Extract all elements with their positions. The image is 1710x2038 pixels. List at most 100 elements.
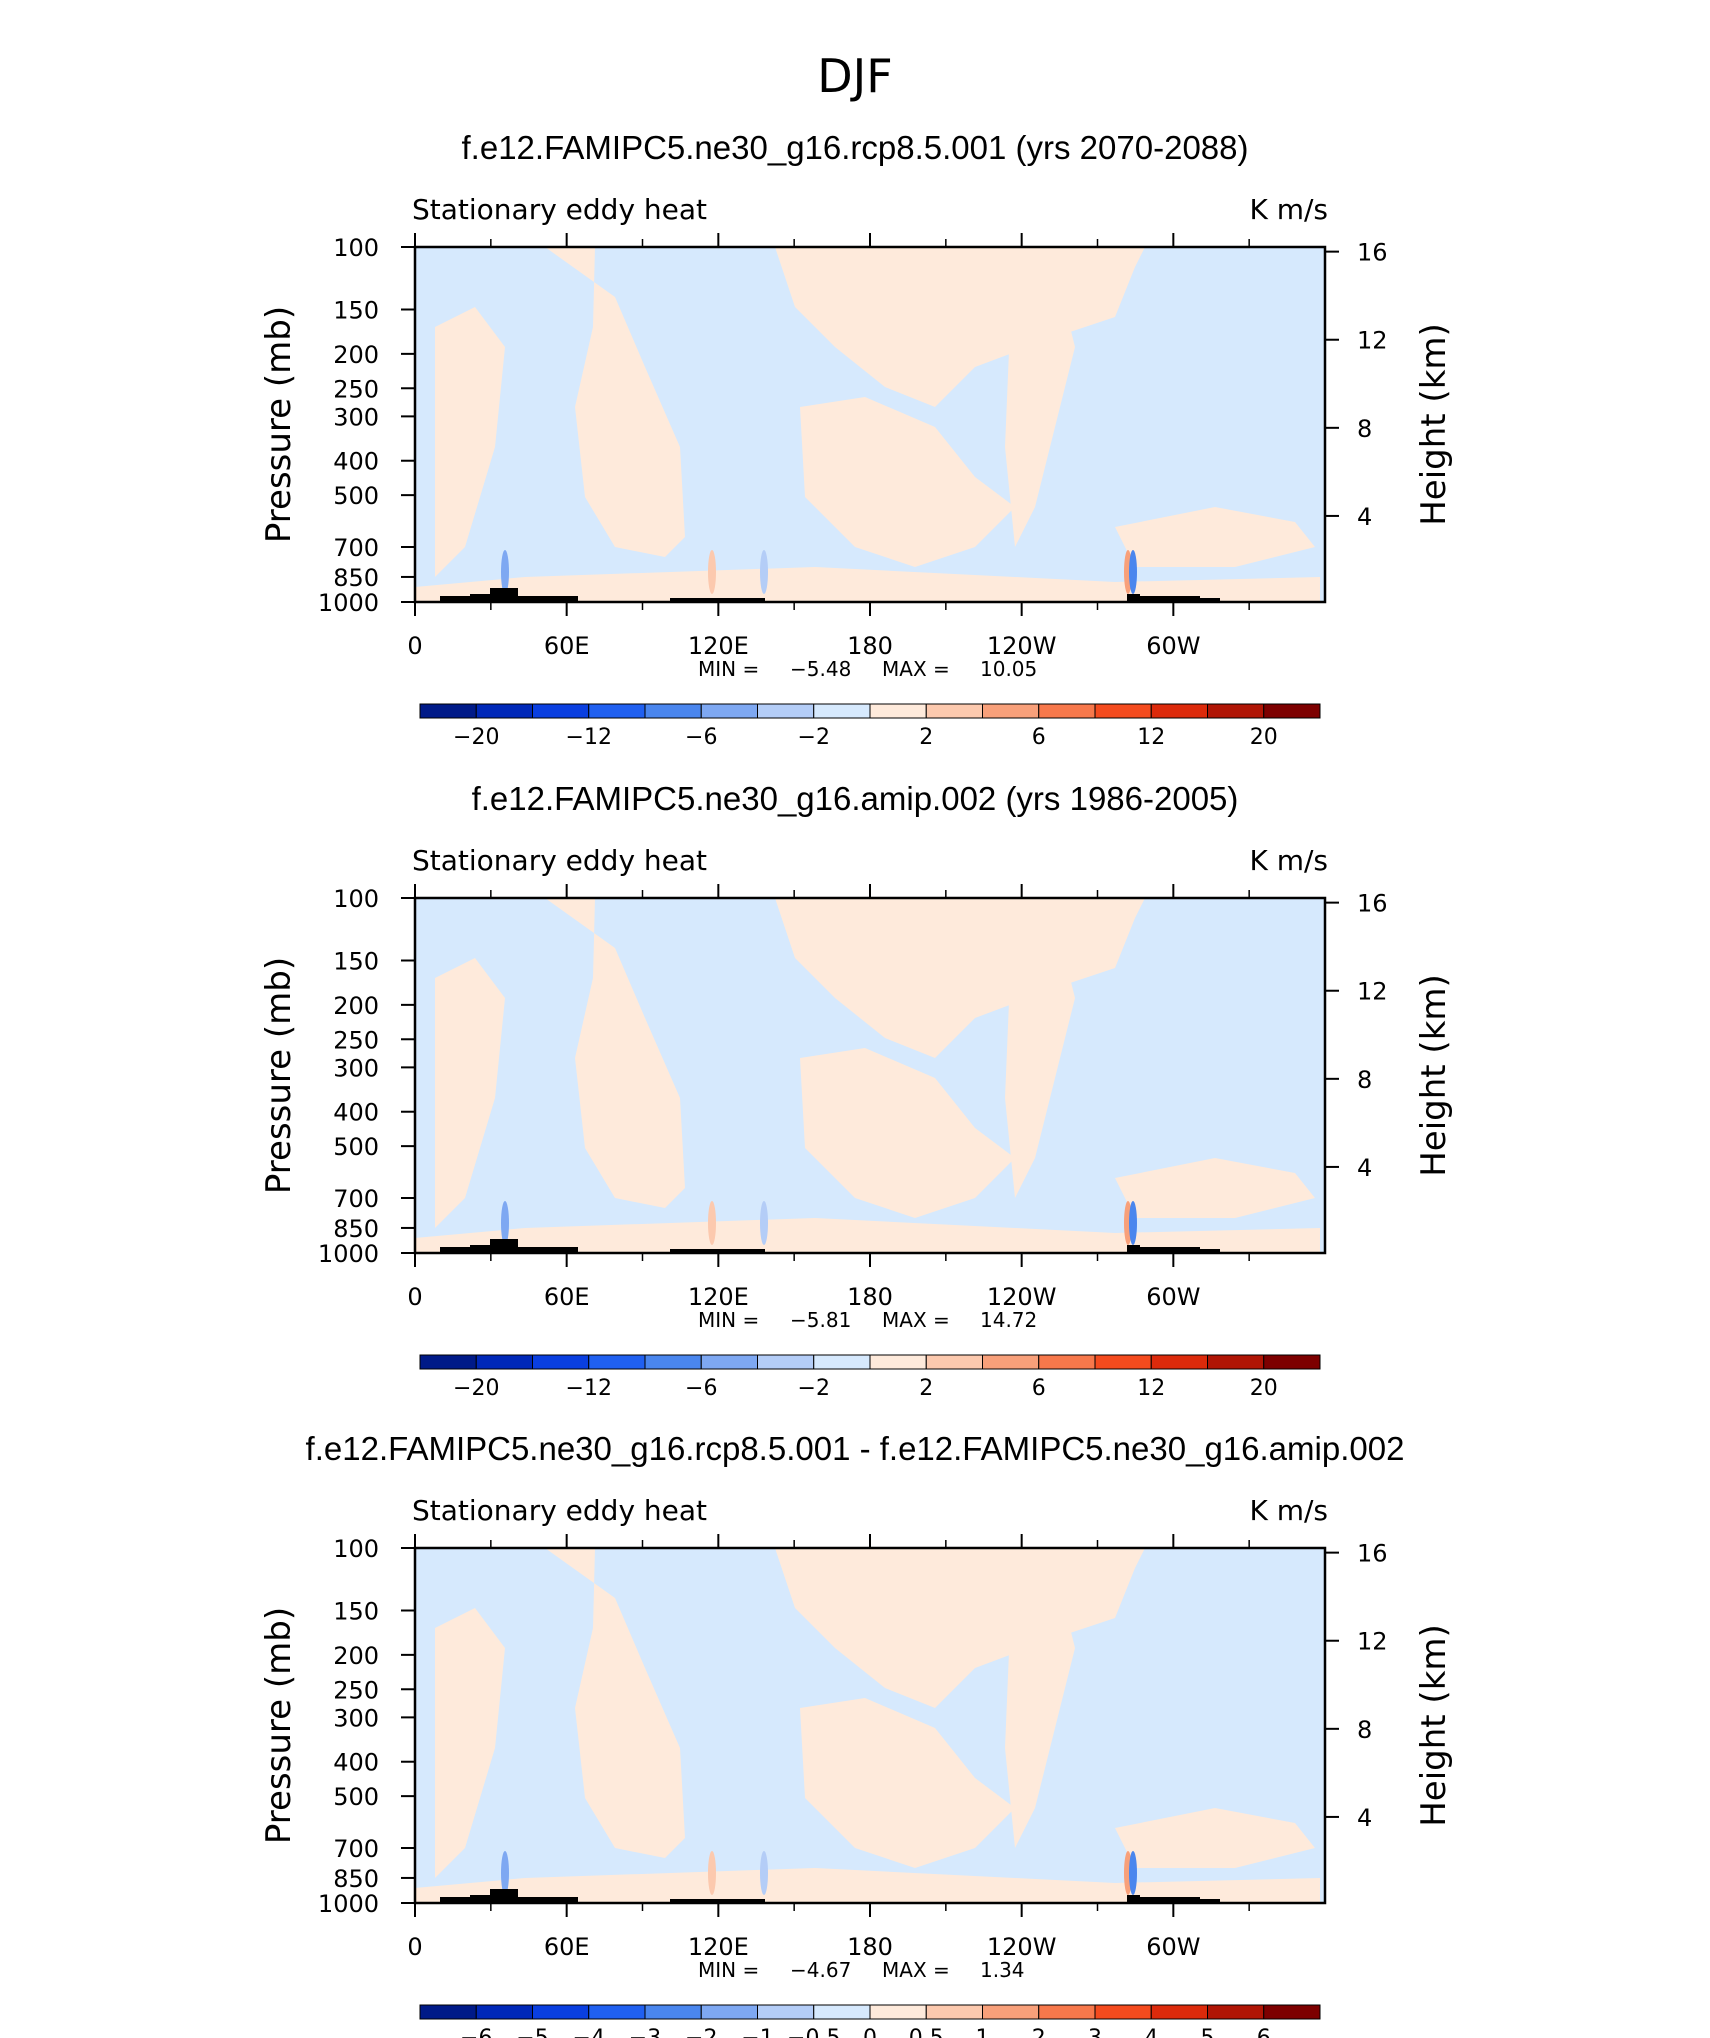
y-tick-label-left: 850 (333, 1215, 379, 1243)
y-tick-label-left: 250 (333, 1026, 379, 1054)
panel-units-label: K m/s (1249, 844, 1328, 877)
colorbar-swatch (644, 703, 702, 719)
contour-feature (708, 550, 716, 594)
y-tick-label-left: 100 (333, 234, 379, 262)
stat-min-value: −4.67 (790, 1958, 851, 1982)
colorbar-label: 12 (1137, 1376, 1165, 1401)
x-tick-label: 0 (407, 1283, 422, 1311)
contour-region-positive (415, 1218, 1320, 1253)
colorbar-swatch (532, 703, 590, 719)
panel-left-label: Stationary eddy heat (412, 1494, 707, 1527)
y-tick-label-left: 400 (333, 448, 379, 476)
colorbar-label: 6 (1032, 1376, 1046, 1401)
colorbar-swatch (1150, 2004, 1208, 2020)
y-tick-label-left: 150 (333, 948, 379, 976)
colorbar-swatch (757, 1354, 815, 1370)
y-tick-label-left: 400 (333, 1099, 379, 1127)
colorbar-swatch (813, 1354, 871, 1370)
x-tick-label: 0 (407, 1933, 422, 1961)
colorbar-swatch (700, 1354, 758, 1370)
colorbar-swatch (982, 703, 1040, 719)
contour-region-positive (415, 567, 1320, 602)
x-tick-label: 60W (1146, 1933, 1200, 1961)
x-tick-label: 60W (1146, 632, 1200, 660)
y-tick-label-left: 100 (333, 1535, 379, 1563)
topography (670, 1249, 705, 1253)
x-tick-label: 180 (847, 1283, 893, 1311)
topography (510, 1889, 518, 1903)
chart-panel-2: f.e12.FAMIPC5.ne30_g16.amip.002 (yrs 198… (259, 780, 1454, 1401)
topography (1140, 1897, 1200, 1903)
contour-feature (708, 1851, 716, 1895)
colorbar-swatch (419, 2004, 477, 2020)
topography (518, 596, 578, 602)
contour-region-positive (1005, 898, 1075, 1198)
colorbar-swatch (1263, 703, 1321, 719)
colorbar-swatch (475, 2004, 533, 2020)
x-tick-label: 180 (847, 1933, 893, 1961)
x-tick-label: 0 (407, 632, 422, 660)
colorbar-swatch (757, 2004, 815, 2020)
colorbar-swatch (1150, 1354, 1208, 1370)
stat-max-label: MAX = (882, 1308, 950, 1332)
colorbar-swatch (1263, 2004, 1321, 2020)
topography (470, 594, 490, 602)
colorbar-swatch (869, 703, 927, 719)
contour-feature (501, 1851, 509, 1895)
colorbar-label: −6 (460, 2026, 492, 2038)
y-tick-label-left: 200 (333, 341, 379, 369)
topography (1127, 594, 1140, 602)
colorbar-label: −2 (685, 2026, 717, 2038)
colorbar-swatch (475, 1354, 533, 1370)
y-tick-label-left: 200 (333, 992, 379, 1020)
contour-region-positive (545, 898, 685, 1208)
colorbar-swatch (869, 1354, 927, 1370)
colorbar-swatch (1038, 2004, 1096, 2020)
colorbar-label: 3 (1088, 2026, 1102, 2038)
stat-min-label: MIN = (698, 1958, 759, 1982)
y-tick-label-right: 12 (1357, 1628, 1388, 1656)
y-tick-label-left: 300 (333, 1704, 379, 1732)
stat-max-label: MAX = (882, 1958, 950, 1982)
topography (670, 598, 705, 602)
colorbar-label: 6 (1032, 725, 1046, 750)
stat-min-label: MIN = (698, 1308, 759, 1332)
y-axis-label-left: Pressure (mb) (259, 1607, 299, 1844)
y-tick-label-left: 850 (333, 1865, 379, 1893)
colorbar-swatch (757, 703, 815, 719)
topography (1140, 596, 1200, 602)
colorbar-label: −5 (516, 2026, 548, 2038)
colorbar-label: 0 (863, 2026, 877, 2038)
colorbar-swatch (700, 703, 758, 719)
y-axis-label-left: Pressure (mb) (259, 306, 299, 543)
colorbar-swatch (1207, 2004, 1265, 2020)
y-tick-label-right: 8 (1357, 1066, 1372, 1094)
x-tick-label: 180 (847, 632, 893, 660)
contour-region-positive (800, 1048, 1015, 1218)
contour-region-positive (1005, 247, 1075, 547)
topography (440, 596, 470, 602)
x-tick-label: 60E (544, 1283, 590, 1311)
colorbar-swatch (813, 703, 871, 719)
colorbar-label: −0.5 (787, 2026, 840, 2038)
colorbar-label: 2 (919, 725, 933, 750)
y-tick-label-left: 850 (333, 564, 379, 592)
contour-region-positive (415, 1868, 1320, 1903)
colorbar-label: 2 (919, 1376, 933, 1401)
topography (1127, 1895, 1140, 1903)
y-tick-label-left: 1000 (318, 589, 379, 617)
colorbar-swatch (1207, 1354, 1265, 1370)
contour-feature (708, 1201, 716, 1245)
contour-region-positive (1115, 1808, 1315, 1868)
x-tick-label: 120E (688, 1283, 749, 1311)
colorbar-swatch (644, 2004, 702, 2020)
colorbar-swatch (925, 2004, 983, 2020)
topography (490, 1239, 510, 1253)
x-tick-label: 60E (544, 1933, 590, 1961)
colorbar-swatch (1038, 1354, 1096, 1370)
y-tick-label-right: 4 (1357, 503, 1372, 531)
topography (490, 588, 510, 602)
y-tick-label-right: 16 (1357, 1540, 1388, 1568)
topography (510, 588, 518, 602)
colorbar-label: 20 (1250, 725, 1278, 750)
